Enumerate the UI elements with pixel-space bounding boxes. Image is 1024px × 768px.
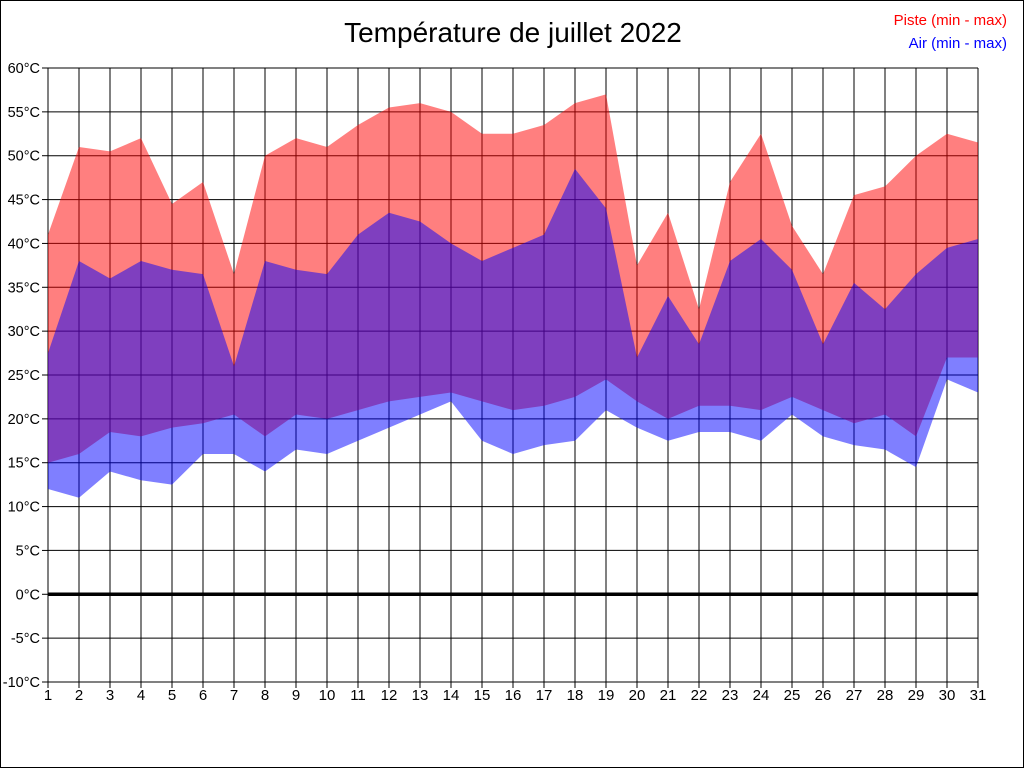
- x-axis-label: 22: [691, 687, 708, 704]
- y-axis-label: 35°C: [8, 280, 40, 296]
- x-axis-label: 26: [815, 687, 832, 704]
- y-axis-label: 40°C: [8, 236, 40, 252]
- y-axis-label: 15°C: [8, 456, 40, 472]
- x-axis-label: 24: [753, 687, 770, 704]
- x-axis-label: 28: [877, 687, 894, 704]
- x-axis-label: 30: [939, 687, 956, 704]
- x-axis-label: 27: [846, 687, 863, 704]
- y-axis-label: 55°C: [8, 105, 40, 121]
- x-axis-label: 19: [598, 687, 615, 704]
- x-axis-label: 15: [474, 687, 491, 704]
- x-axis-label: 8: [261, 687, 269, 704]
- y-axis-label: 10°C: [8, 500, 40, 516]
- x-axis-label: 5: [168, 687, 176, 704]
- y-axis-label: 25°C: [8, 368, 40, 384]
- x-axis-label: 14: [443, 687, 460, 704]
- y-axis-label: 30°C: [8, 324, 40, 340]
- x-axis-label: 11: [350, 687, 366, 704]
- y-axis-label: 20°C: [8, 412, 40, 428]
- x-axis-label: 16: [505, 687, 522, 704]
- x-axis-label: 10: [319, 687, 336, 704]
- x-axis-label: 2: [75, 687, 83, 704]
- y-axis-label: 0°C: [16, 587, 40, 603]
- x-axis-label: 18: [567, 687, 584, 704]
- x-axis-label: 17: [536, 687, 553, 704]
- x-axis-label: 3: [106, 687, 114, 704]
- x-axis-label: 25: [784, 687, 801, 704]
- legend-air-label: Air (min - max): [908, 35, 1007, 52]
- x-axis-label: 6: [199, 687, 207, 704]
- x-axis-label: 9: [292, 687, 300, 704]
- y-axis-label: -5°C: [11, 631, 40, 647]
- y-axis-label: 45°C: [8, 193, 40, 209]
- x-axis-label: 12: [381, 687, 398, 704]
- y-axis-label: 60°C: [8, 61, 40, 77]
- x-axis-label: 1: [44, 687, 52, 704]
- legend-piste-label: Piste (min - max): [893, 12, 1007, 29]
- x-axis-label: 31: [970, 687, 987, 704]
- x-axis-label: 4: [137, 687, 145, 704]
- air-band: [48, 168, 978, 498]
- legend: Piste (min - max) Air (min - max): [894, 9, 1007, 55]
- x-axis-label: 20: [629, 687, 646, 704]
- chart-title: Température de juillet 2022: [344, 17, 682, 48]
- x-axis-label: 21: [660, 687, 677, 704]
- x-axis-label: 13: [412, 687, 429, 704]
- x-axis-label: 7: [230, 687, 238, 704]
- y-axis-label: 5°C: [16, 543, 40, 559]
- x-axis-label: 23: [722, 687, 739, 704]
- x-axis-label: 29: [908, 687, 925, 704]
- y-axis-label: -10°C: [3, 675, 40, 691]
- y-axis-label: 50°C: [8, 149, 40, 165]
